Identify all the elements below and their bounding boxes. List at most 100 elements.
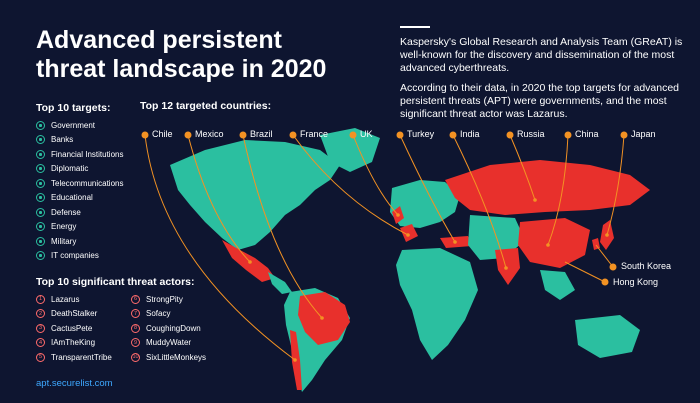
- marker-france: [289, 131, 297, 139]
- landmass-central-america: [268, 272, 292, 294]
- landmass-africa: [396, 248, 478, 360]
- country-france: [400, 224, 418, 242]
- actors-list: Top 10 significant threat actors: 1 Lazar…: [36, 276, 276, 365]
- country-label-mexico: Mexico: [195, 129, 224, 139]
- landmass-se-asia: [540, 270, 575, 300]
- education-icon: [36, 193, 45, 203]
- endpoint-mexico: [248, 260, 252, 264]
- list-item: Military: [36, 234, 186, 249]
- military-icon: [36, 236, 45, 246]
- marker-china: [564, 131, 572, 139]
- securelist-link[interactable]: apt.securelist.com: [36, 378, 113, 389]
- marker-mexico: [184, 131, 192, 139]
- country-label-india: India: [460, 129, 480, 139]
- list-item: 1 Lazarus: [36, 292, 131, 307]
- endpoint-china: [546, 243, 550, 247]
- countries-title: Top 12 targeted countries:: [140, 100, 272, 112]
- marker-chile: [141, 131, 149, 139]
- marker-south-korea: [609, 263, 617, 271]
- endpoint-japan: [605, 233, 609, 237]
- actors-column-left: 1 Lazarus 2 DeathStalker 3 CactusPete 4 IAmT…: [36, 292, 131, 365]
- list-item: Diplomatic: [36, 162, 186, 177]
- country-label-south-korea: South Korea: [621, 261, 672, 271]
- list-item: 7 Sofacy: [131, 307, 226, 322]
- connector-mexico: [187, 134, 251, 263]
- intro-divider: [400, 26, 430, 28]
- targets-title: Top 10 targets:: [36, 102, 111, 114]
- connector-japan: [606, 134, 625, 236]
- connector-china: [547, 134, 569, 246]
- endpoint-uk: [396, 213, 400, 217]
- country-label-hong-kong: Hong Kong: [613, 277, 659, 287]
- country-label-japan: Japan: [631, 129, 656, 139]
- bank-icon: [36, 135, 45, 145]
- connector-chile: [144, 134, 296, 361]
- marker-hong-kong: [601, 278, 609, 286]
- country-label-turkey: Turkey: [407, 129, 435, 139]
- country-label-brazil: Brazil: [250, 129, 273, 139]
- marker-japan: [620, 131, 628, 139]
- list-item: Educational: [36, 191, 186, 206]
- country-china: [518, 218, 590, 268]
- list-item: Banks: [36, 133, 186, 148]
- it-icon: [36, 251, 45, 261]
- country-india: [495, 248, 520, 285]
- list-item: 3 CactusPete: [36, 321, 131, 336]
- landmass-europe: [390, 180, 460, 228]
- country-label-china: China: [575, 129, 599, 139]
- list-item: Defense: [36, 205, 186, 220]
- page-title: Advanced persistent threat landscape in …: [36, 26, 327, 83]
- country-label-russia: Russia: [517, 129, 545, 139]
- endpoint-russia: [533, 198, 537, 202]
- endpoint-chile: [293, 358, 297, 362]
- list-item: Energy: [36, 220, 186, 235]
- list-item: 10 SixLittleMonkeys: [131, 352, 207, 362]
- country-label-chile: Chile: [152, 129, 173, 139]
- endpoint-india: [504, 266, 508, 270]
- list-item: 9 MuddyWater: [131, 336, 226, 351]
- connector-india: [452, 134, 507, 269]
- intro-text: Kaspersky's Global Research and Analysis…: [400, 36, 685, 128]
- endpoint-turkey: [453, 240, 457, 244]
- marker-turkey: [396, 131, 404, 139]
- list-item: Telecommunications: [36, 176, 186, 191]
- connector-turkey: [399, 134, 456, 243]
- connector-brazil: [242, 134, 323, 319]
- list-item: 4 IAmTheKing: [36, 336, 131, 351]
- telecom-icon: [36, 178, 45, 188]
- actors-column-right: 6 StrongPity 7 Sofacy 8 CoughingDown 9 Muddy…: [131, 292, 226, 365]
- endpoint-brazil: [320, 316, 324, 320]
- landmass-north-america: [170, 140, 340, 250]
- endpoint-france: [406, 233, 410, 237]
- targets-list: Top 10 targets: Government Banks Financi…: [36, 102, 186, 263]
- intro-paragraph-1: Kaspersky's Global Research and Analysis…: [400, 36, 683, 74]
- list-item: Financial Institutions: [36, 147, 186, 162]
- list-item: 5 TransparentTribe: [36, 350, 131, 365]
- list-item: Government: [36, 118, 186, 133]
- defense-icon: [36, 207, 45, 217]
- marker-brazil: [239, 131, 247, 139]
- marker-uk: [349, 131, 357, 139]
- list-item: 6 StrongPity: [131, 292, 226, 307]
- connector-russia: [509, 134, 536, 201]
- marker-russia: [506, 131, 514, 139]
- country-russia: [445, 160, 650, 215]
- energy-icon: [36, 222, 45, 232]
- intro-paragraph-2: According to their data, in 2020 the top…: [400, 82, 680, 120]
- marker-india: [449, 131, 457, 139]
- landmass-australia: [575, 315, 640, 358]
- government-icon: [36, 120, 45, 130]
- connector-uk: [352, 134, 399, 216]
- connector-hong-kong: [564, 261, 606, 283]
- connector-south-korea: [595, 244, 614, 268]
- list-item: 8 CoughingDown: [131, 321, 226, 336]
- country-label-france: France: [300, 129, 329, 139]
- list-item: 2 DeathStalker: [36, 307, 131, 322]
- actors-title: Top 10 significant threat actors:: [36, 276, 195, 288]
- connector-france: [292, 134, 409, 236]
- country-label-uk: UK: [360, 129, 373, 139]
- list-item: IT companies: [36, 249, 186, 264]
- finance-icon: [36, 149, 45, 159]
- landmass-greenland: [320, 128, 380, 172]
